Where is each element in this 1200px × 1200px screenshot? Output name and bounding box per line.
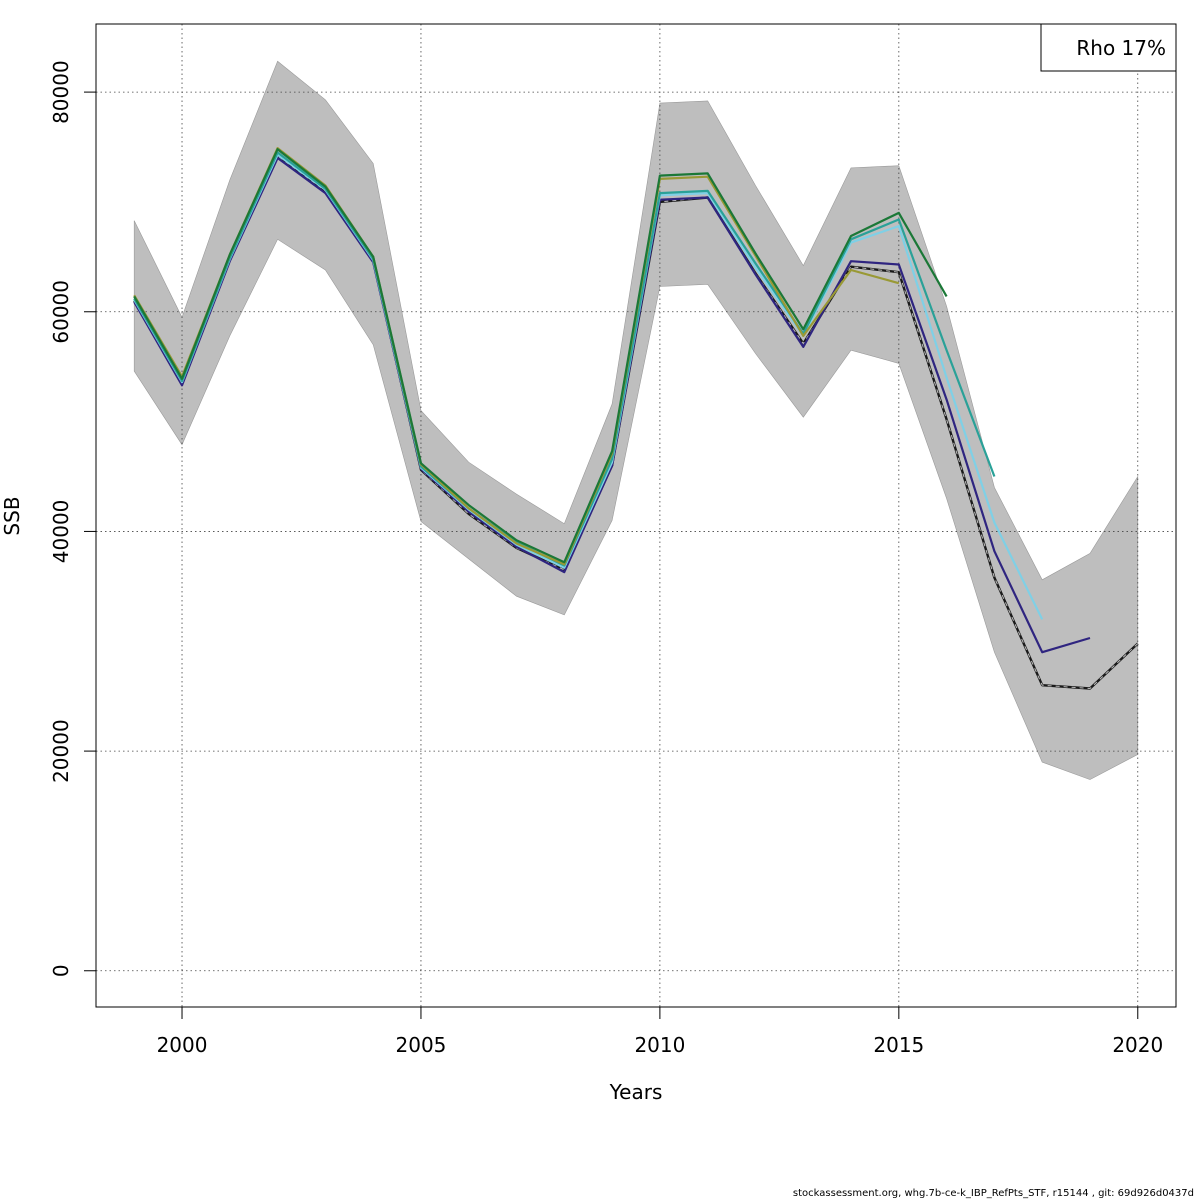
- y-tick-label: 80000: [49, 60, 73, 124]
- legend-box: [1040, 23, 1177, 72]
- legend: Rho 17%: [1040, 23, 1177, 72]
- x-tick-label: 2010: [634, 1033, 685, 1057]
- y-axis-label: SSB: [0, 496, 24, 535]
- y-tick-label: 20000: [49, 719, 73, 783]
- x-tick-label: 2000: [157, 1033, 208, 1057]
- x-axis-label: Years: [609, 1080, 663, 1104]
- grid-lines: [96, 24, 1176, 1007]
- footer-credit: stockassessment.org, whg.7b-ce-k_IBP_Ref…: [792, 1188, 1194, 1199]
- confidence-band-layer: [133, 60, 1139, 780]
- series-line-5: [133, 148, 948, 564]
- x-tick-label: 2015: [873, 1033, 924, 1057]
- legend-rho-text: Rho 17%: [1076, 36, 1166, 60]
- x-tick-label: 2005: [396, 1033, 447, 1057]
- x-tick-label: 2020: [1112, 1033, 1163, 1057]
- series-line-1: [133, 156, 1091, 654]
- y-axis: 0 20000 40000 60000 80000: [49, 60, 97, 977]
- y-tick-label: 0: [49, 964, 73, 977]
- y-tick-label: 40000: [49, 500, 73, 564]
- x-axis: 2000 2005 2010 2015 2020: [157, 1006, 1163, 1057]
- series-line-2: [133, 153, 1044, 620]
- series-lines: [133, 147, 1139, 690]
- y-tick-label: 60000: [49, 280, 73, 344]
- confidence-band: [133, 60, 1139, 780]
